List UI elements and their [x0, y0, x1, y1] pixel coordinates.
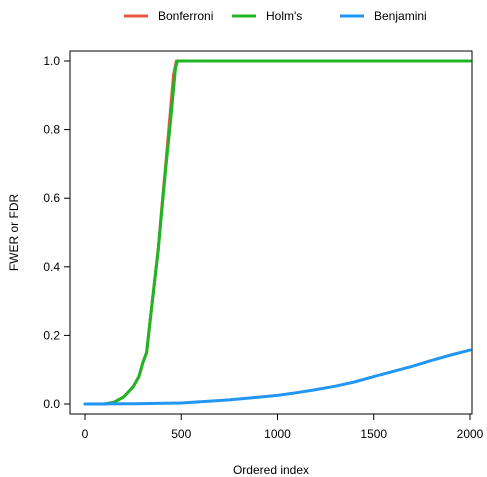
legend: Bonferroni Holm's Benjamini	[124, 9, 427, 23]
y-tick-label: 0.2	[43, 328, 60, 342]
series-layer	[83, 59, 472, 406]
x-tick-label: 1000	[264, 427, 291, 441]
series-line-holm-s	[83, 59, 472, 406]
y-tick-label: 0.4	[43, 260, 60, 274]
y-axis-title: FWER or FDR	[7, 194, 21, 272]
y-tick-label: 0.8	[43, 123, 60, 137]
y-tick-label: 0.6	[43, 191, 60, 205]
y-tick-label: 1.0	[43, 54, 60, 68]
legend-label: Holm's	[266, 9, 302, 23]
legend-label: Benjamini	[374, 9, 427, 23]
y-tick-label: 0.0	[43, 397, 60, 411]
plot-frame	[69, 50, 473, 415]
legend-label: Bonferroni	[158, 9, 213, 23]
x-tick-label: 0	[82, 427, 89, 441]
x-tick-label: 500	[171, 427, 191, 441]
x-tick-label: 1500	[360, 427, 387, 441]
x-axis-title: Ordered index	[233, 463, 309, 477]
series-line-benjamini	[83, 348, 472, 406]
series-line-bonferroni	[83, 59, 472, 406]
y-axis: 0.0 0.2 0.4 0.6 0.8 1.0	[43, 54, 70, 411]
x-axis: 0 500 1000 1500 2000	[82, 414, 484, 441]
x-tick-label: 2000	[457, 427, 484, 441]
